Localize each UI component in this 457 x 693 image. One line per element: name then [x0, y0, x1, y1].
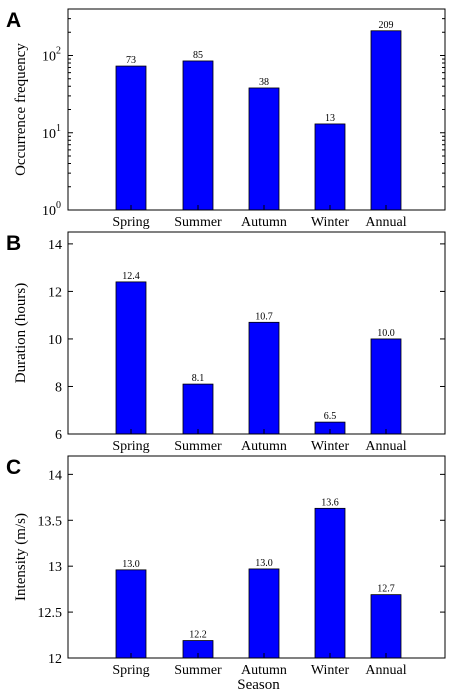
- category-label-annual: Annual: [365, 663, 406, 678]
- y-tick-label: 6: [55, 428, 62, 443]
- y-tick-label: 13: [48, 560, 62, 575]
- y-tick-label: 8: [55, 380, 62, 395]
- bar-spring: [115, 569, 147, 659]
- bar-summer: [182, 383, 214, 435]
- data-label-spring: 73: [126, 55, 136, 66]
- y-tick-label: 14: [48, 238, 62, 253]
- y-tick-label: 13.5: [38, 514, 63, 529]
- data-label-summer: 12.2: [189, 630, 207, 641]
- y-tick-label: 10: [48, 333, 62, 348]
- panel-a: 73 85 38 13 209 100 101 102 Spring Summer Autumn Wi…: [6, 8, 446, 230]
- category-label-spring: Spring: [112, 439, 149, 454]
- bar-annual: [370, 338, 402, 435]
- data-label-autumn: 10.7: [255, 311, 273, 322]
- category-label-autumn: Autumn: [241, 663, 287, 678]
- category-label-winter: Winter: [311, 663, 350, 678]
- category-label-spring: Spring: [112, 215, 149, 230]
- data-label-winter: 13.6: [321, 497, 339, 508]
- panel-b: 12.4 8.1 10.7 6.5 10.0 6 8 10 12 14 Spring Summer Au…: [6, 231, 446, 454]
- bar-autumn: [248, 568, 280, 659]
- panel-c: 13.0 12.2 13.0 13.6 12.7 12 12.5 13 13.5 14 Spring…: [6, 455, 446, 693]
- y-axis-label: Intensity (m/s): [13, 513, 29, 601]
- data-label-winter: 13: [325, 113, 335, 124]
- bar-winter: [314, 507, 346, 659]
- bar-spring: [115, 65, 147, 211]
- category-label-autumn: Autumn: [241, 215, 287, 230]
- data-label-summer: 85: [193, 50, 203, 61]
- category-label-summer: Summer: [174, 663, 222, 678]
- category-label-winter: Winter: [311, 439, 350, 454]
- y-tick-label: 12: [48, 285, 62, 300]
- data-label-spring: 13.0: [122, 559, 140, 570]
- category-label-summer: Summer: [174, 215, 222, 230]
- bar-autumn: [248, 321, 280, 435]
- y-tick-label: 14: [48, 468, 62, 483]
- data-label-autumn: 13.0: [255, 558, 273, 569]
- bar-autumn: [248, 87, 280, 211]
- y-tick-label: 12.5: [38, 606, 63, 621]
- category-label-annual: Annual: [365, 439, 406, 454]
- bar-annual: [370, 594, 402, 659]
- data-label-annual: 12.7: [377, 584, 395, 595]
- bar-annual: [370, 30, 402, 211]
- y-tick-label: 12: [48, 652, 62, 667]
- y-tick-label: 102: [42, 46, 61, 65]
- category-label-annual: Annual: [365, 215, 406, 230]
- data-label-annual: 209: [379, 20, 394, 31]
- category-label-winter: Winter: [311, 215, 350, 230]
- bar-summer: [182, 60, 214, 211]
- panel-letter: C: [6, 456, 21, 479]
- panel-letter: A: [6, 9, 21, 32]
- data-label-spring: 12.4: [122, 271, 140, 282]
- panel-letter: B: [6, 232, 21, 255]
- category-label-spring: Spring: [112, 663, 149, 678]
- bar-spring: [115, 281, 147, 435]
- plot-frame: [67, 231, 446, 435]
- plot-frame: [67, 455, 446, 659]
- bar-winter: [314, 123, 346, 211]
- category-label-autumn: Autumn: [241, 439, 287, 454]
- y-axis-label: Occurrence frequency: [13, 43, 29, 176]
- data-label-autumn: 38: [259, 77, 269, 88]
- x-axis-label: Season: [237, 677, 280, 693]
- y-axis-label: Duration (hours): [13, 283, 29, 383]
- data-label-winter: 6.5: [324, 411, 337, 422]
- y-tick-label: 100: [42, 200, 61, 219]
- y-tick-label: 101: [42, 123, 61, 142]
- data-label-annual: 10.0: [377, 328, 395, 339]
- data-label-summer: 8.1: [192, 373, 205, 384]
- category-label-summer: Summer: [174, 439, 222, 454]
